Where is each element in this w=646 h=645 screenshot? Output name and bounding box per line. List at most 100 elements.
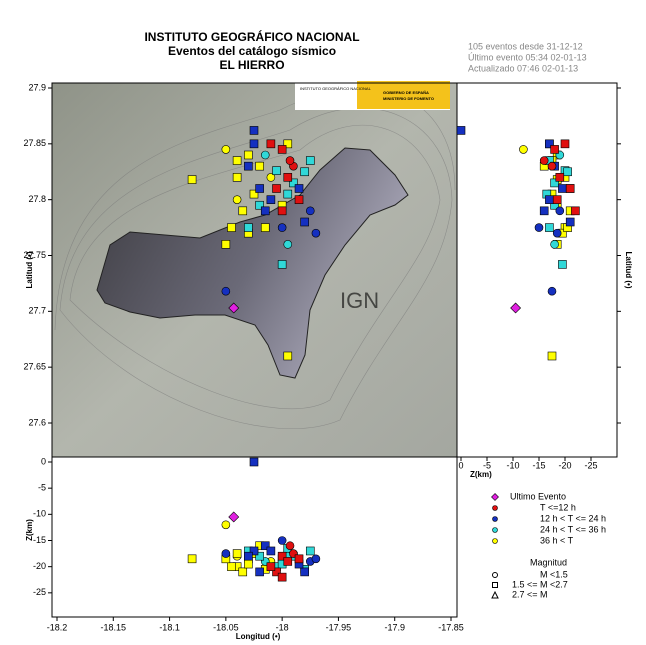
event-square	[294, 184, 304, 193]
lon-tick-label: -18.05	[213, 622, 239, 632]
event-circle	[311, 554, 321, 564]
event-square	[563, 167, 572, 177]
event-square	[571, 206, 580, 216]
lon-tick-label: -18.2	[47, 622, 68, 632]
event-square	[244, 150, 253, 160]
event-square	[539, 206, 549, 216]
event-square	[255, 551, 264, 561]
lon-tick-label: -18	[276, 622, 289, 632]
event-square	[558, 260, 567, 269]
legend-label: 2.7 <= M	[512, 589, 548, 599]
legend-label: Ultimo Evento	[510, 491, 566, 501]
z-tick-label: -20	[33, 561, 46, 571]
legend-symbol	[491, 590, 499, 599]
event-square	[545, 195, 554, 204]
event-square	[255, 200, 264, 210]
event-square	[244, 559, 253, 569]
event-circle	[555, 206, 565, 216]
title-line: INSTITUTO GEOGRÁFICO NACIONAL	[144, 29, 359, 44]
lon-tick-label: -17.9	[384, 622, 405, 632]
lat-tick-label: 27.75	[23, 250, 46, 260]
event-square	[187, 554, 197, 564]
depth-lon-frame	[51, 456, 458, 618]
event-square	[227, 223, 236, 232]
event-circle	[519, 145, 528, 154]
event-square	[283, 557, 293, 566]
event-square	[221, 240, 231, 249]
event-square	[277, 206, 287, 216]
event-diamond	[228, 302, 240, 314]
event-square	[238, 567, 248, 577]
event-square	[260, 206, 270, 216]
event-circle	[232, 195, 242, 204]
z-tick-label: -20	[558, 460, 571, 470]
event-circle	[221, 549, 231, 558]
event-square	[249, 126, 259, 135]
logo-gov	[357, 81, 450, 109]
event-square	[456, 126, 466, 135]
event-square	[249, 189, 259, 199]
event-circle	[221, 145, 231, 154]
lat-label: Latitud (•)	[25, 251, 34, 288]
logo-text: GOBIERNO DE ESPAÑA	[383, 90, 429, 95]
event-circle	[266, 173, 276, 182]
event-square	[260, 541, 270, 551]
legend-label: T <=12 h	[540, 502, 576, 512]
event-square	[283, 351, 293, 361]
legend-symbol	[492, 527, 498, 533]
event-square	[300, 167, 309, 177]
event-square	[272, 567, 281, 577]
lat-tick-label: 27.8	[28, 194, 46, 204]
event-square	[565, 217, 575, 227]
event-circle	[260, 150, 270, 160]
legend-symbol	[491, 493, 499, 501]
event-square	[249, 546, 259, 556]
event-circle	[277, 536, 287, 545]
event-square	[305, 546, 315, 556]
legend-symbol	[492, 505, 498, 511]
event-square	[232, 173, 242, 182]
z-label-right: Z(km)	[470, 470, 492, 479]
event-square	[238, 206, 248, 216]
z-tick-label: -5	[483, 460, 491, 470]
z-tick-label: 0	[41, 456, 46, 466]
watermark: IGN	[340, 288, 379, 313]
event-square	[547, 351, 557, 361]
event-circle	[283, 240, 293, 249]
event-square	[294, 195, 304, 204]
event-square	[289, 178, 298, 188]
bathymetry	[54, 87, 456, 429]
event-square	[294, 554, 304, 564]
event-square	[244, 551, 253, 561]
event-circle	[547, 286, 557, 296]
event-square	[277, 145, 287, 154]
event-square	[255, 567, 264, 577]
event-circle	[539, 156, 549, 165]
event-square	[272, 184, 281, 193]
lat-tick-label: 27.65	[23, 362, 46, 372]
legend-symbol	[492, 538, 498, 544]
z-tick-label: -25	[33, 587, 46, 597]
z-label-bottom: Z(km)	[25, 519, 34, 541]
lon-tick-label: -18.1	[159, 622, 180, 632]
event-circle	[285, 541, 295, 551]
event-square	[277, 260, 287, 269]
event-diamond	[228, 511, 240, 523]
event-circle	[285, 156, 295, 165]
logo-text: INSTITUTO GEOGRÁFICO NACIONAL	[300, 86, 372, 91]
event-square	[565, 184, 575, 193]
event-square	[187, 175, 197, 184]
event-square	[260, 223, 270, 232]
event-square	[305, 156, 315, 165]
z-tick-label: -25	[584, 460, 597, 470]
event-circle	[534, 223, 544, 232]
event-circle	[221, 286, 231, 296]
event-square	[277, 572, 287, 582]
z-tick-label: -10	[506, 460, 519, 470]
event-square	[249, 139, 259, 149]
legend-label: 24 h < T <= 36 h	[540, 524, 606, 534]
lon-tick-label: -18.15	[101, 622, 127, 632]
event-square	[300, 567, 309, 577]
event-square	[266, 139, 276, 149]
